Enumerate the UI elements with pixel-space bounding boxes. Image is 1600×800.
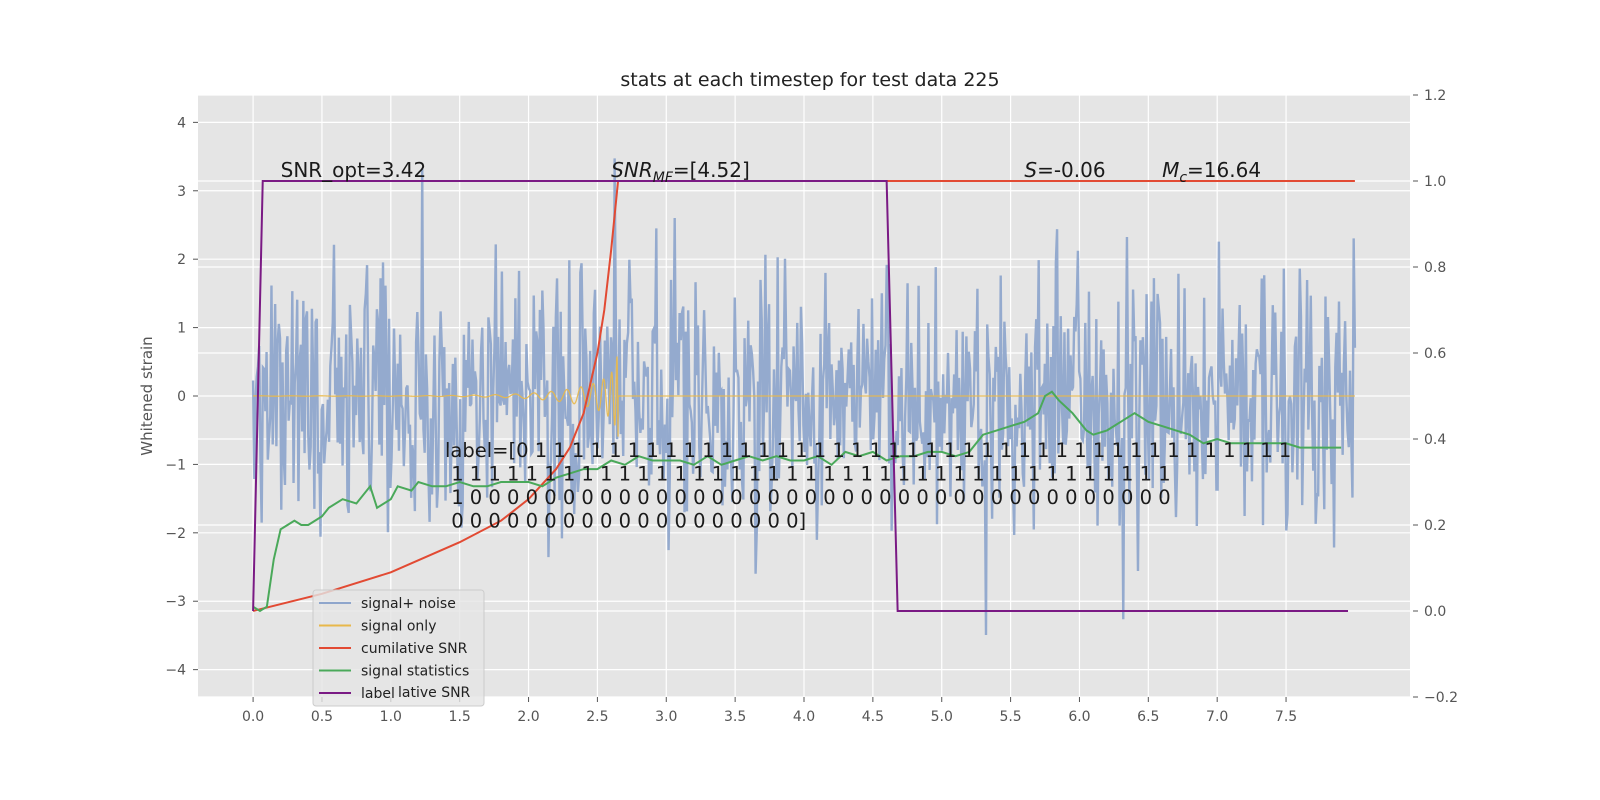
annotation-0: SNR_opt=3.42 xyxy=(281,158,427,182)
chart-title: stats at each timestep for test data 225 xyxy=(620,69,999,91)
x-tick-label: 7.5 xyxy=(1275,709,1297,725)
y-tick-label: 0 xyxy=(177,389,186,405)
label-array-line: 0 0 0 0 0 0 0 0 0 0 0 0 0 0 0 0 0 0 0] xyxy=(445,510,806,533)
annotation-1: SNRMF=[4.52] xyxy=(611,158,750,186)
y-tick-label: −4 xyxy=(165,663,186,679)
signal-statistics-line xyxy=(252,390,1342,613)
legend-box xyxy=(312,589,485,707)
ticks: 0.0 0.5 1.0 1.5 2.0 2.5 3.0 3.5 4.0 4.5 5.0 5.5 6.0 6… xyxy=(165,88,1458,725)
y2-tick-label: 0.2 xyxy=(1424,518,1446,534)
y-tick-label: 1 xyxy=(177,321,186,337)
x-tick-label: 2.5 xyxy=(586,709,608,725)
legend: lative SNR signal+ noise signal only cumila… xyxy=(312,589,485,707)
y-axis-label: Whitened strain xyxy=(138,336,156,455)
label-array-line: 1 1 1 1 1 1 1 1 1 1 1 1 1 1 1 1 1 1 1 1 … xyxy=(445,463,1171,486)
cumilative-snr-line xyxy=(252,180,1355,612)
legend-overlap-text: lative SNR xyxy=(398,685,471,701)
x-tick-label: 7.0 xyxy=(1206,709,1228,725)
y-tick-label: −3 xyxy=(165,594,186,610)
right-axis-series xyxy=(252,180,1355,613)
y-tick-label: −1 xyxy=(165,457,186,473)
y2-tick-label: 0.6 xyxy=(1424,346,1446,362)
x-tick-label: 4.0 xyxy=(793,709,815,725)
signal-plus-noise-series xyxy=(251,158,1357,636)
signal-only-line xyxy=(253,356,1355,437)
legend-entry: label xyxy=(361,686,395,702)
legend-entry: signal statistics xyxy=(361,664,469,680)
y2-tick-label: 0.0 xyxy=(1424,604,1446,620)
x-tick-label: 3.5 xyxy=(724,709,746,725)
x-tick-label: 6.0 xyxy=(1068,709,1090,725)
x-tick-label: 0.5 xyxy=(311,709,333,725)
x-tick-label: 4.5 xyxy=(862,709,884,725)
x-tick-label: 1.5 xyxy=(449,709,471,725)
x-tick-label: 1.0 xyxy=(380,709,402,725)
label-line xyxy=(252,180,1349,612)
x-tick-label: 5.0 xyxy=(931,709,953,725)
x-tick-label: 6.5 xyxy=(1137,709,1159,725)
x-tick-label: 2.0 xyxy=(517,709,539,725)
signal-only-series xyxy=(253,356,1355,437)
signal-plus-noise-line xyxy=(251,158,1357,636)
x-tick-label: 0.0 xyxy=(242,709,264,725)
legend-entry: signal only xyxy=(361,619,436,635)
y2-tick-label: 1.0 xyxy=(1424,174,1446,190)
y-tick-label: −2 xyxy=(165,526,186,542)
annotation-2: S=-0.06 xyxy=(1024,158,1105,182)
y-tick-label: 4 xyxy=(177,115,186,131)
label-array-line: 1 0 0 0 0 0 0 0 0 0 0 0 0 0 0 0 0 0 0 0 … xyxy=(445,486,1171,509)
annotation-3: Mc=16.64 xyxy=(1162,158,1261,186)
y2-tick-label: 0.8 xyxy=(1424,260,1446,276)
y-tick-label: 3 xyxy=(177,184,186,200)
label-array-annotation: label=[0 1 1 1 1 1 1 1 1 1 1 1 1 1 1 1 1… xyxy=(445,439,1291,533)
x-tick-label: 3.0 xyxy=(655,709,677,725)
label-array-line: label=[0 1 1 1 1 1 1 1 1 1 1 1 1 1 1 1 1… xyxy=(445,439,1291,462)
legend-entry: cumilative SNR xyxy=(361,641,468,657)
annotations: SNR_opt=3.42 SNRMF=[4.52] S=-0.06 Mc=16.64 xyxy=(281,158,1261,186)
x-tick-label: 5.5 xyxy=(999,709,1021,725)
y-tick-label: 2 xyxy=(177,252,186,268)
y2-tick-label: 0.4 xyxy=(1424,432,1446,448)
y2-tick-label: −0.2 xyxy=(1424,690,1458,706)
y2-tick-label: 1.2 xyxy=(1424,88,1446,104)
legend-entry: signal+ noise xyxy=(361,596,456,612)
